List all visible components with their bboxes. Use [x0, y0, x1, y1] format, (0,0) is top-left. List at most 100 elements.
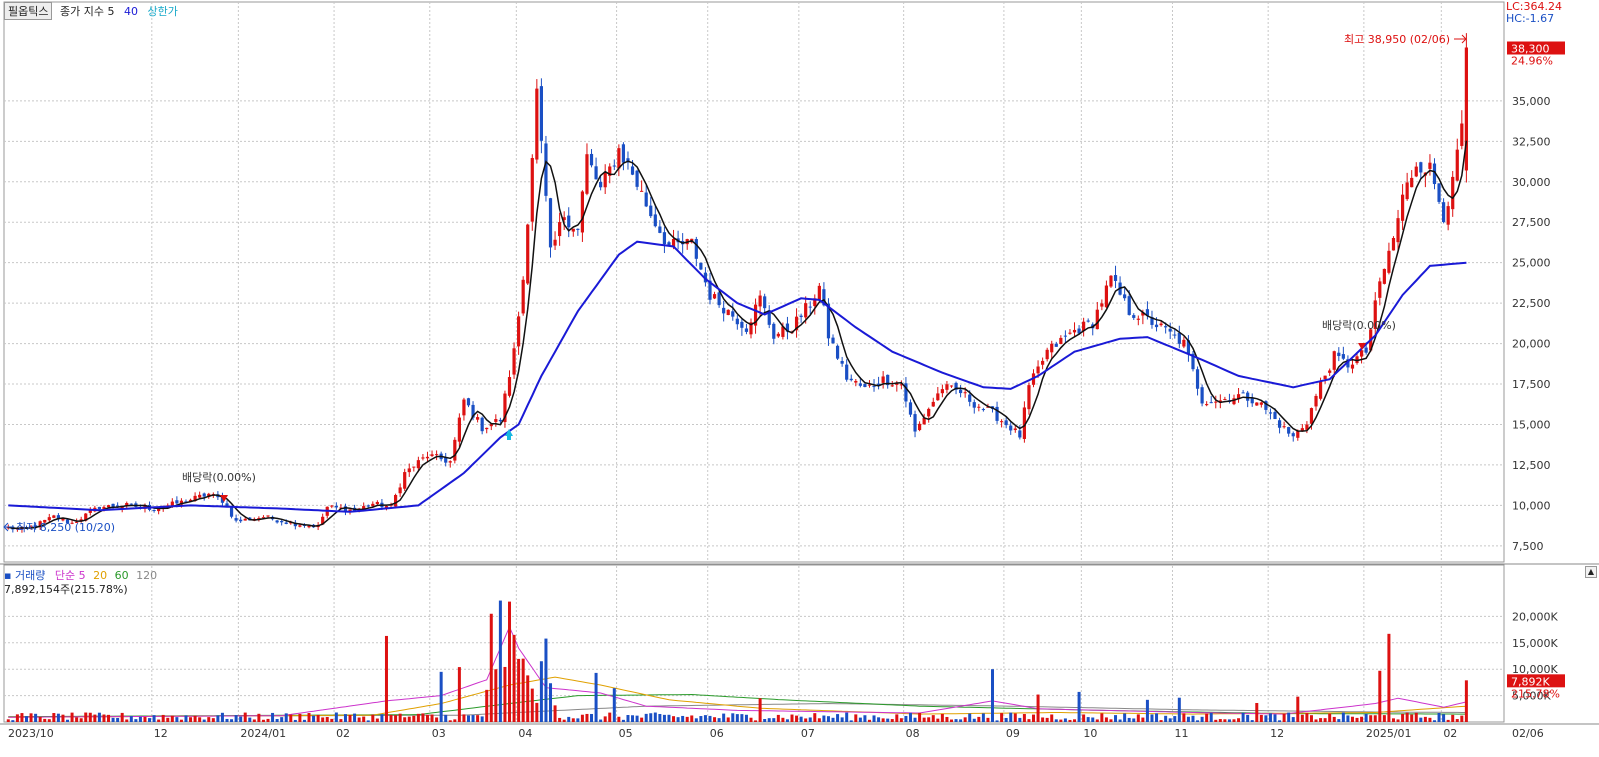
volume-bar — [79, 718, 83, 722]
candle-body — [959, 389, 963, 394]
candle-body — [899, 384, 903, 386]
volume-bar — [1018, 717, 1022, 722]
volume-bar — [398, 713, 402, 722]
volume-bar — [234, 715, 238, 722]
volume-bar — [772, 718, 776, 722]
candle-body — [38, 521, 42, 528]
volume-bar — [640, 717, 644, 722]
candle-body — [1173, 334, 1177, 336]
candle-body — [480, 417, 484, 432]
volume-bar — [781, 717, 785, 722]
volume-bar — [261, 719, 265, 722]
last-price-tag-text: 38,300 — [1511, 43, 1550, 56]
volume-bar — [307, 713, 311, 722]
candle-body — [97, 506, 102, 510]
price-ma-lines — [8, 140, 1468, 530]
volume-bar — [1382, 715, 1386, 722]
candle-body — [1050, 343, 1054, 353]
volume-bar — [84, 712, 88, 722]
high-annotation: 최고 38,950 (02/06) — [1344, 33, 1450, 46]
volume-bar — [599, 719, 603, 722]
volume-bar — [430, 714, 434, 722]
volume-bar — [813, 713, 817, 722]
ma5-line — [8, 140, 1468, 530]
candle-body — [968, 394, 972, 402]
candle-body — [430, 454, 434, 456]
volume-bar — [316, 714, 320, 722]
volume-bar — [1150, 714, 1154, 722]
volume-bar — [795, 715, 799, 722]
volume-bar — [535, 702, 539, 722]
candle-body — [34, 525, 38, 527]
candle-body — [266, 515, 270, 517]
candle-body — [535, 88, 539, 160]
volume-bar — [1177, 697, 1181, 722]
candle-body — [293, 522, 297, 527]
candle-body — [220, 496, 225, 503]
volume-bar — [749, 717, 753, 722]
candle-body — [1086, 320, 1090, 322]
x-tick-label: 05 — [619, 727, 633, 740]
candle-body — [362, 506, 366, 510]
volume-bar — [102, 714, 106, 722]
x-tick-label: 02/06 — [1512, 727, 1544, 740]
volume-bar — [1155, 713, 1159, 722]
candle-body — [936, 393, 940, 401]
candle-body — [416, 460, 420, 469]
volume-bar — [1073, 719, 1077, 722]
candle-body — [785, 323, 790, 332]
candle-body — [129, 503, 133, 505]
volume-bar — [694, 718, 698, 722]
candle-body — [398, 487, 402, 494]
candle-body — [1209, 402, 1213, 404]
candle-body — [207, 493, 211, 497]
candle-body — [904, 383, 908, 402]
volume-ma-lines — [8, 625, 1467, 718]
candle-body — [1451, 176, 1455, 210]
volume-bar — [138, 716, 142, 722]
candle-body — [671, 238, 676, 248]
volume-bar — [621, 719, 625, 722]
volume-bar — [220, 712, 224, 722]
volume-bar — [425, 714, 429, 722]
volume-bar — [590, 713, 594, 722]
volume-bar — [271, 712, 275, 722]
lc-readout: LC:364.24 — [1506, 0, 1563, 13]
volume-bar — [708, 715, 712, 722]
volume-bar — [831, 717, 835, 722]
volume-bar — [1437, 713, 1441, 722]
volume-bar — [740, 714, 744, 722]
volume-bar — [826, 716, 830, 722]
volume-bar — [731, 713, 735, 722]
candle-body — [776, 333, 780, 337]
candle-body — [1387, 250, 1391, 273]
candle-body — [808, 306, 812, 308]
volume-bar — [1451, 714, 1455, 722]
stock-name-button[interactable]: 필옵틱스 — [4, 2, 53, 20]
volume-bar — [88, 712, 92, 722]
price-legend: 필옵틱스 종가 지수 5 40 상한가 — [4, 2, 178, 20]
candle-body — [193, 495, 197, 502]
candle-body — [52, 515, 56, 518]
volume-bar — [1401, 713, 1405, 722]
panel-scroll-up-button[interactable]: ▲ — [1585, 566, 1597, 578]
candle-body — [466, 398, 471, 406]
candle-body — [553, 239, 557, 246]
candle-body — [106, 505, 111, 508]
candle-body — [1200, 387, 1204, 404]
candle-body — [184, 501, 188, 503]
x-tick-label: 02 — [336, 727, 350, 740]
volume-bar — [161, 714, 165, 722]
volume-bar — [1341, 712, 1345, 722]
candle-body — [804, 303, 808, 318]
volume-bar — [1246, 714, 1250, 722]
volume-bar — [1405, 712, 1409, 722]
candle-body — [444, 457, 448, 463]
low-annotation: 최저 8,250 (10/20) — [16, 521, 115, 534]
volume-bar — [895, 714, 899, 722]
volume-bar — [389, 714, 393, 722]
volume-bar — [512, 634, 516, 722]
candle-body — [849, 378, 853, 381]
candle-body — [170, 501, 174, 506]
